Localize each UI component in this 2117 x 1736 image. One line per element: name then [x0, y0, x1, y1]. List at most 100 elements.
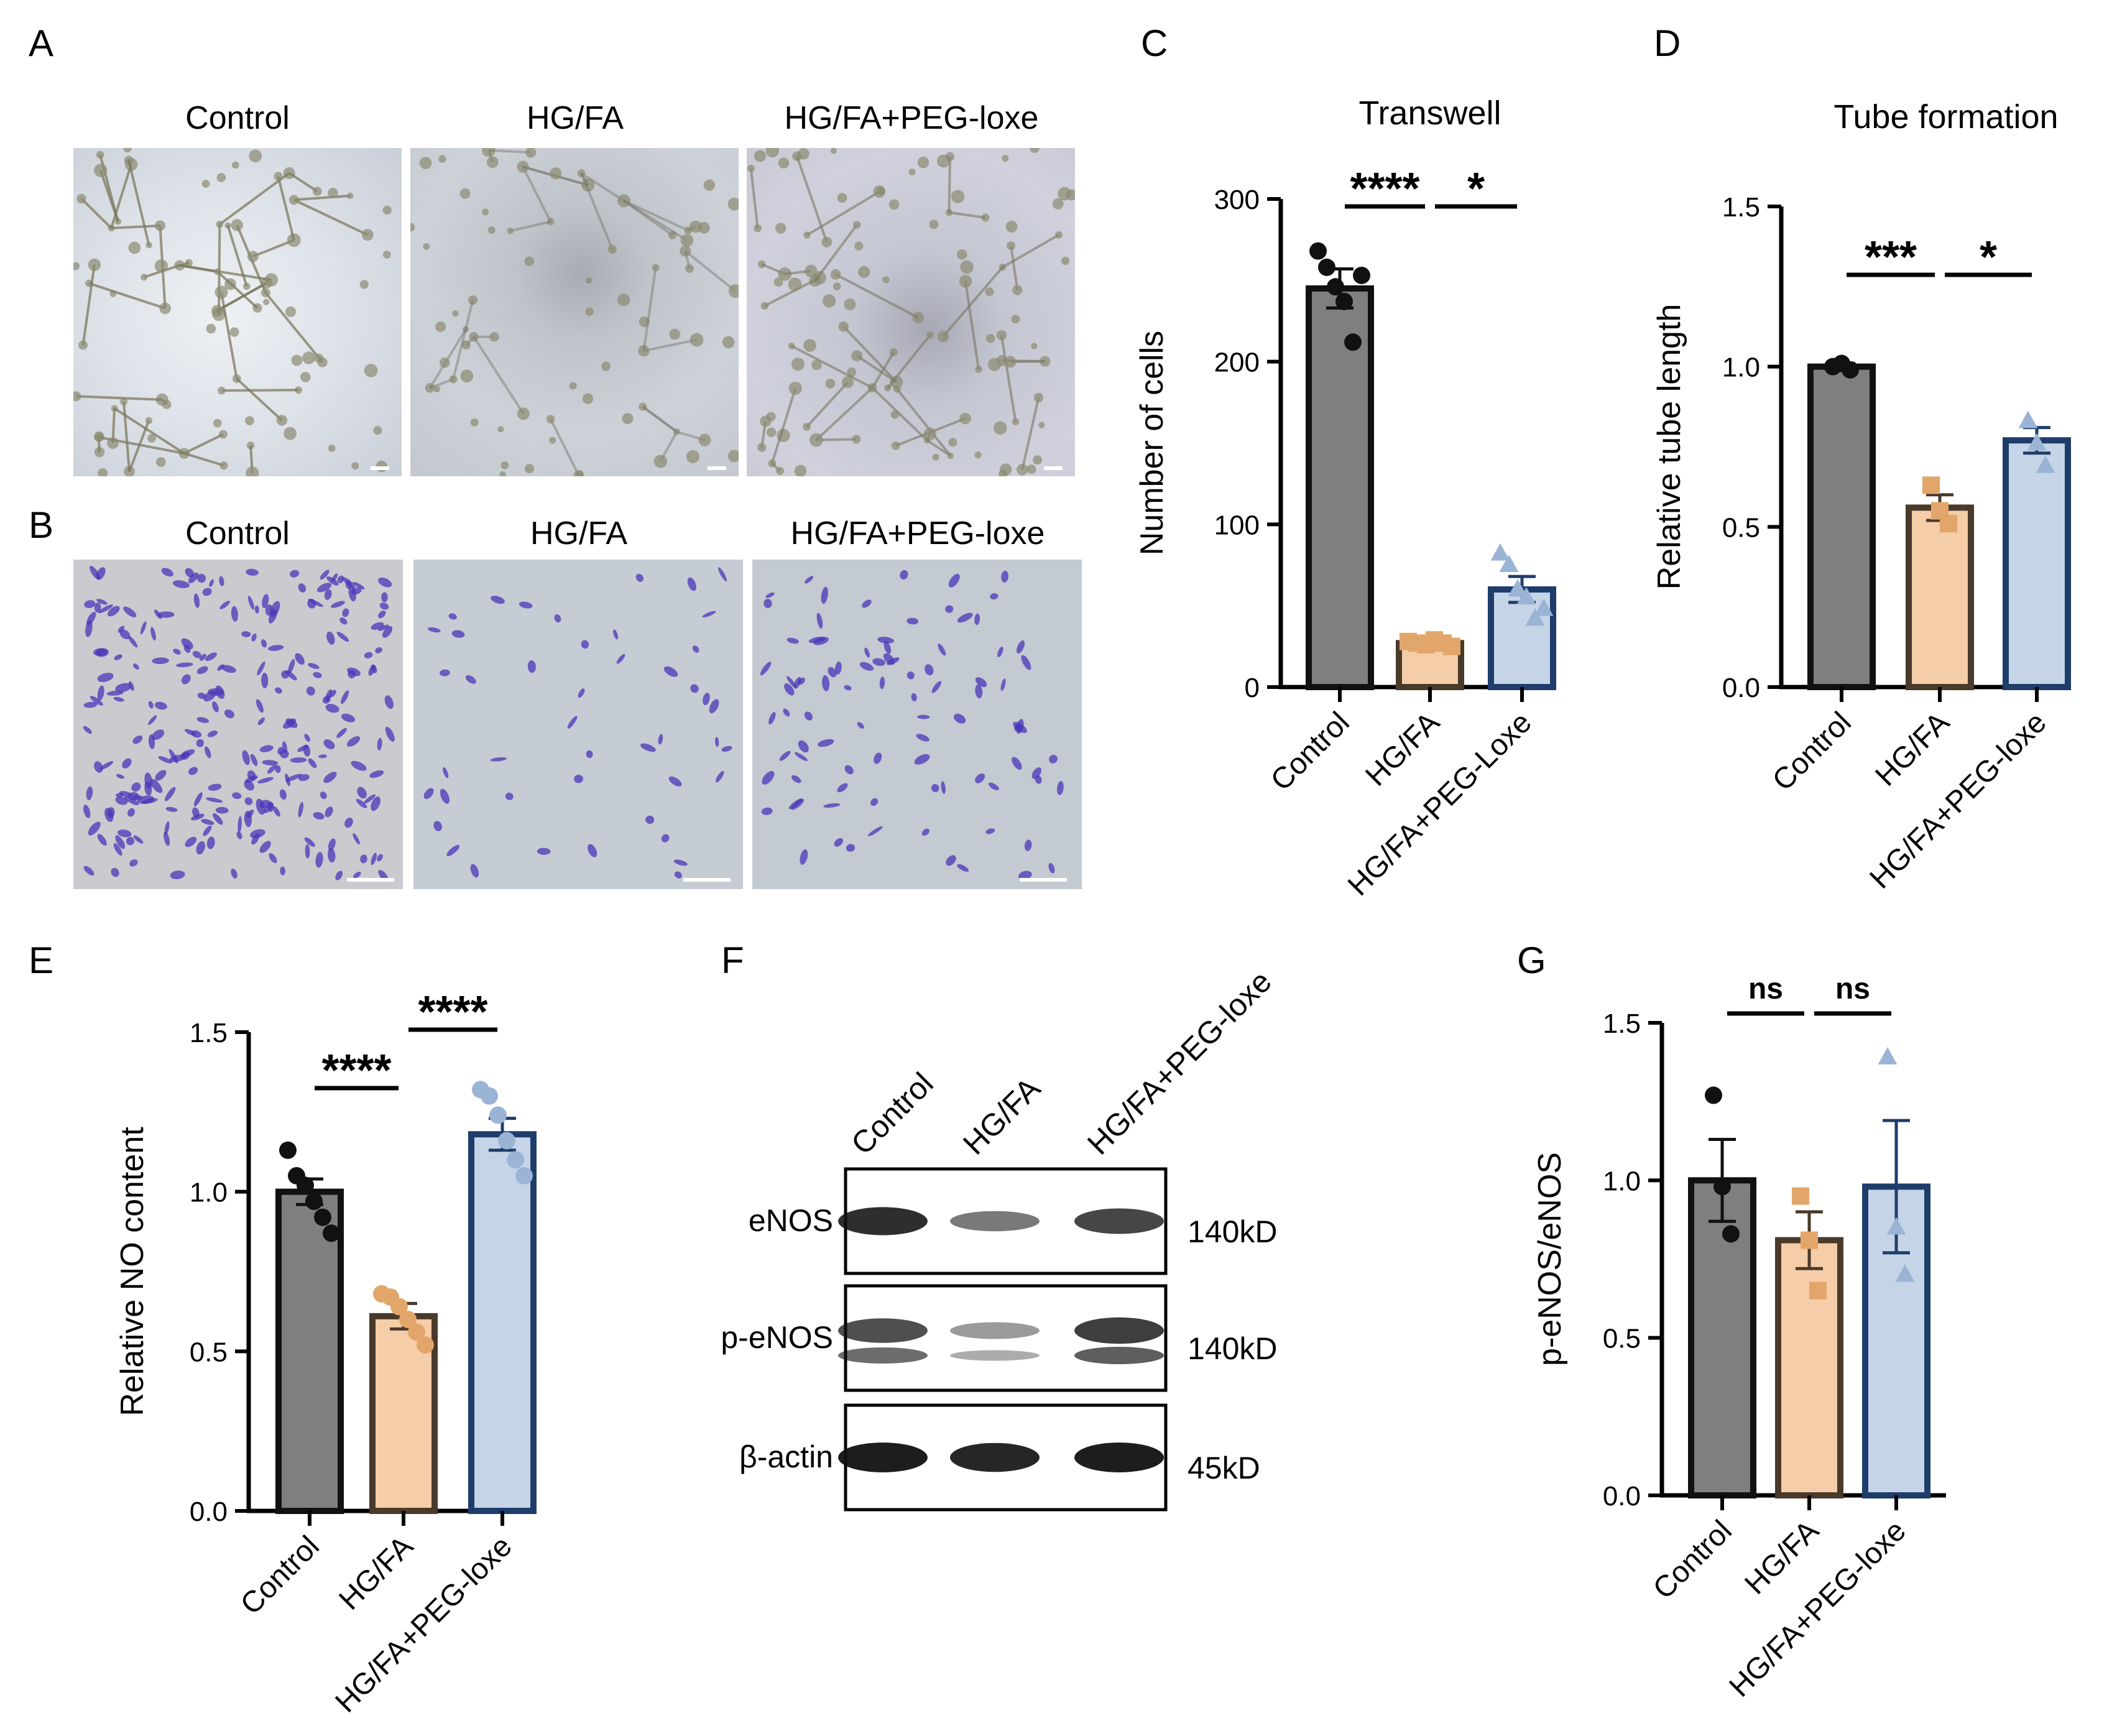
stained-cell	[290, 570, 300, 578]
cell-cluster	[243, 282, 251, 290]
stained-cell	[661, 834, 670, 843]
y-axis-label: Number of cells	[1134, 331, 1170, 555]
cell-cluster	[249, 149, 262, 163]
stained-cell	[527, 660, 536, 673]
y-tick-label: 300	[1214, 185, 1260, 215]
stained-cell	[823, 803, 841, 808]
stained-cell	[817, 739, 834, 747]
stained-cell	[320, 570, 330, 580]
cell-cluster	[956, 249, 967, 260]
stained-cell	[196, 739, 204, 747]
cell-cluster	[698, 433, 711, 446]
band-size: 140kD	[1188, 1214, 1278, 1249]
cell-cluster	[908, 169, 916, 176]
stained-cell	[323, 772, 337, 783]
cell-cluster	[141, 274, 148, 281]
cell-cluster	[1002, 154, 1009, 162]
cell-cluster	[601, 361, 611, 371]
stained-cell	[247, 770, 256, 780]
stained-cell	[315, 852, 323, 868]
stained-cells-control	[83, 565, 395, 882]
cell-cluster	[775, 223, 786, 234]
stained-cell	[938, 644, 946, 656]
stained-cell	[188, 767, 198, 775]
tube-segment	[236, 377, 283, 422]
tube-segment	[856, 354, 898, 384]
cell-cluster	[359, 280, 369, 289]
stained-cell	[346, 736, 361, 747]
cell-cluster	[482, 148, 496, 157]
stained-cell	[663, 666, 678, 677]
cell-cluster	[703, 179, 715, 191]
cell-cluster	[838, 321, 849, 332]
transwell-image-peg	[752, 560, 1082, 889]
stained-cell	[674, 871, 682, 879]
cell-cluster	[231, 219, 243, 231]
data-point	[2036, 455, 2055, 473]
cell-cluster	[463, 326, 469, 333]
stained-cell	[353, 871, 361, 879]
stained-cell	[132, 735, 143, 744]
stained-cell	[916, 734, 929, 742]
cell-cluster	[1061, 256, 1070, 265]
stained-cell	[83, 726, 92, 734]
stained-cell	[371, 622, 384, 630]
stained-cell	[917, 714, 930, 719]
stained-cell	[505, 792, 514, 800]
stained-cell	[645, 815, 655, 824]
significance-label: ns	[1748, 972, 1783, 1005]
cell-cluster	[263, 298, 270, 305]
cell-cluster	[1031, 343, 1038, 349]
stained-cell	[448, 613, 457, 620]
stained-cell	[906, 671, 915, 680]
y-tick-label: 1.5	[1722, 192, 1760, 223]
cell-cluster	[639, 316, 650, 328]
panel-letter-b: B	[29, 504, 54, 546]
cell-cluster	[929, 219, 939, 229]
stained-cell	[718, 567, 727, 581]
cell-cluster	[76, 193, 86, 204]
stained-cell	[331, 573, 338, 582]
data-point	[1895, 1264, 1915, 1282]
stained-cell	[279, 789, 287, 800]
cell-cluster	[247, 251, 259, 262]
tube-segment	[183, 452, 224, 467]
protein-band	[1074, 1443, 1164, 1472]
stained-cell	[341, 713, 356, 723]
significance-label: *	[1980, 233, 1997, 282]
cell-cluster	[1030, 148, 1040, 153]
cell-cluster	[803, 423, 811, 431]
cell-cluster	[94, 432, 104, 442]
cell-cluster	[993, 421, 1007, 435]
stained-cell	[834, 838, 844, 847]
stained-cell	[957, 612, 973, 623]
stained-cell	[116, 773, 125, 779]
stained-cell	[714, 737, 719, 747]
cell-cluster	[569, 382, 577, 390]
cell-cluster	[791, 358, 805, 371]
stained-cell	[202, 588, 212, 596]
y-tick-label: 0	[1245, 673, 1260, 703]
stained-cell	[451, 630, 465, 638]
cell-cluster	[999, 469, 1008, 476]
stained-cell	[127, 808, 136, 817]
cell-cluster	[123, 148, 132, 153]
stained-cell	[244, 780, 254, 791]
stained-cell	[381, 592, 388, 603]
cell-cluster	[788, 381, 802, 395]
protein-band	[950, 1443, 1040, 1472]
tube-network-control	[73, 148, 392, 476]
cell-cluster	[433, 386, 440, 393]
stained-cell	[88, 821, 101, 836]
stained-cell	[765, 592, 775, 598]
data-point	[2018, 410, 2038, 428]
y-axis-label: Relative tube length	[1651, 304, 1687, 590]
scale-bar	[1044, 466, 1063, 470]
protein-band	[950, 1211, 1040, 1232]
tube-segment	[99, 170, 119, 222]
protein-band	[1074, 1317, 1164, 1344]
stained-cell	[990, 593, 999, 600]
cell-cluster	[288, 195, 299, 205]
cell-cluster	[923, 427, 936, 440]
stained-cell	[99, 761, 114, 770]
